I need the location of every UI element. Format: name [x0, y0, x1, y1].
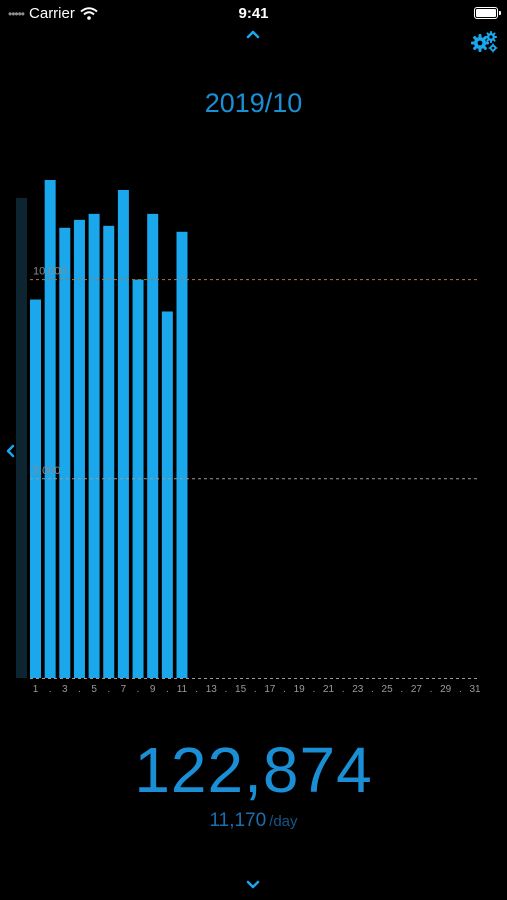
x-tick-label: . [371, 684, 374, 695]
x-tick-label: 19 [294, 684, 306, 695]
x-tick-label: 17 [264, 684, 276, 695]
bar-day-10 [161, 311, 173, 678]
battery-icon [474, 7, 501, 19]
bar-day-1 [30, 299, 41, 678]
x-tick-label: . [107, 684, 110, 695]
x-tick-label: 21 [323, 684, 335, 695]
carrier-label: Carrier [29, 5, 75, 22]
bar-day-9 [147, 213, 159, 678]
daily-average: 11,170/day [0, 810, 507, 832]
x-tick-label: . [78, 684, 81, 695]
x-tick-label: 27 [411, 684, 423, 695]
monthly-total: 122,874 [134, 734, 373, 806]
chevron-down-icon[interactable] [243, 877, 263, 893]
x-tick-label: . [459, 684, 462, 695]
x-tick-label: 7 [121, 684, 127, 695]
x-tick-label: 31 [469, 684, 481, 695]
chevron-left-icon[interactable] [3, 442, 17, 460]
bar-day-5 [88, 213, 100, 678]
daily-average-unit: /day [269, 813, 298, 830]
x-tick-label: . [430, 684, 433, 695]
carrier-group: ••••• Carrier [8, 5, 98, 22]
gears-icon[interactable] [470, 30, 498, 54]
x-tick-label: 15 [235, 684, 247, 695]
x-tick-label: 29 [440, 684, 452, 695]
x-tick-label: . [166, 684, 169, 695]
status-time: 9:41 [238, 5, 269, 22]
x-tick-label: . [195, 684, 198, 695]
x-tick-label: . [254, 684, 257, 695]
x-tick-label: 3 [62, 684, 68, 695]
x-tick-label: 23 [352, 684, 364, 695]
chevron-up-icon[interactable] [243, 26, 263, 42]
wifi-icon [80, 7, 98, 20]
x-tick-label: . [225, 684, 228, 695]
daily-average-value: 11,170 [209, 810, 267, 831]
bar-day-3 [59, 227, 71, 679]
x-tick-label: 11 [177, 684, 188, 695]
x-tick-label: 13 [206, 684, 218, 695]
goal-line-label: 10,000 [33, 266, 67, 278]
x-tick-label: . [137, 684, 140, 695]
x-tick-label: . [312, 684, 315, 695]
x-tick-label: . [283, 684, 286, 695]
bar-day-7 [117, 189, 129, 678]
bar-day-2 [44, 180, 56, 678]
bar-day-11 [176, 231, 188, 678]
x-tick-label: . [342, 684, 345, 695]
bar-day-4 [73, 219, 85, 678]
x-tick-label: 1 [33, 684, 39, 695]
x-tick-label: 5 [91, 684, 97, 695]
bar-day-6 [103, 225, 115, 679]
month-title: 2019/10 [204, 88, 303, 118]
x-tick-label: 25 [382, 684, 394, 695]
daily-steps-chart: 5,000 10,000 1. 3. 5. 7. 9. 11. 13. 15. 17. 19. 21. 2… [16, 180, 481, 695]
previous-month-bar [16, 197, 27, 679]
x-tick-label: . [400, 684, 403, 695]
status-bar: ••••• Carrier 9:41 [0, 0, 507, 28]
x-tick-label: . [49, 684, 52, 695]
x-tick-label: 9 [150, 684, 156, 695]
signal-icon: ••••• [8, 6, 25, 21]
gridline-label: 5,000 [33, 465, 61, 477]
